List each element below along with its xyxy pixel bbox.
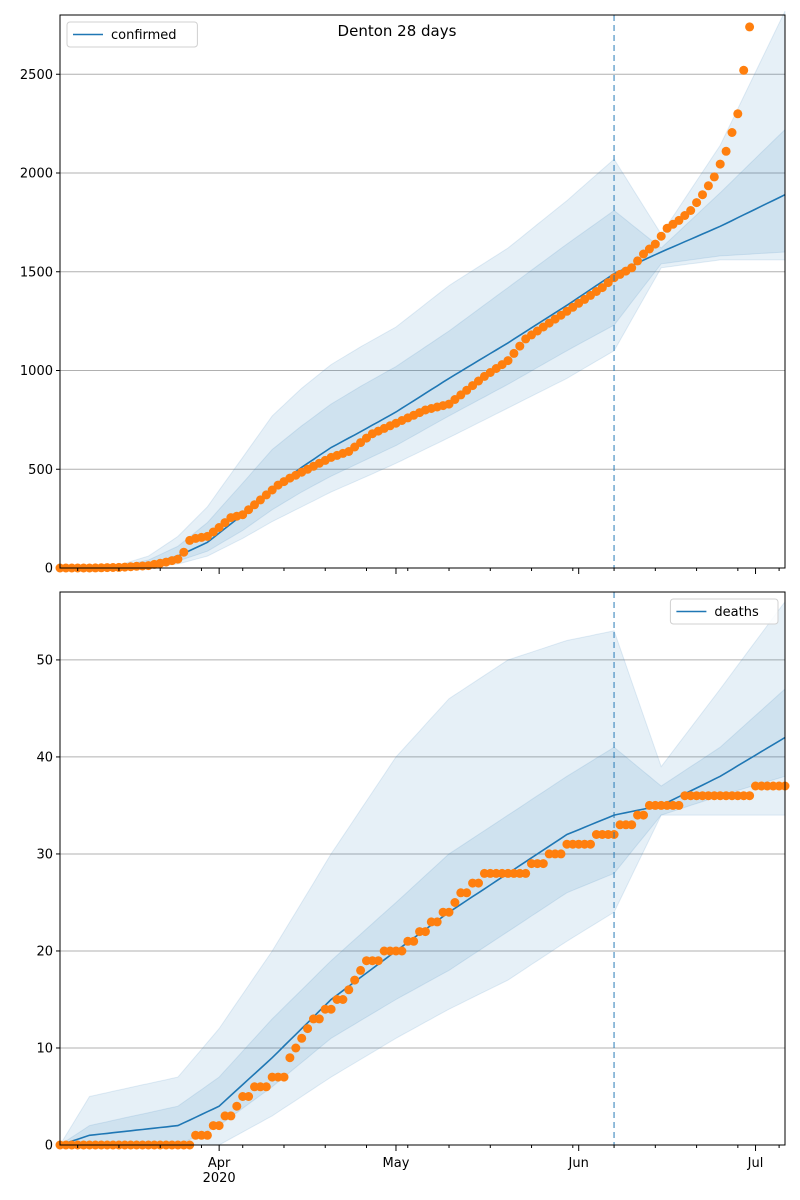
observed-point xyxy=(350,975,360,985)
observed-point xyxy=(250,500,259,510)
observed-point xyxy=(650,239,660,249)
observed-point xyxy=(715,159,725,169)
observed-point xyxy=(680,211,690,220)
observed-point xyxy=(314,1014,324,1024)
observed-point xyxy=(232,1101,242,1111)
observed-point xyxy=(639,249,648,259)
observed-point xyxy=(644,244,654,254)
observed-point xyxy=(214,523,224,532)
observed-point xyxy=(444,907,454,917)
y-tick-label: 1000 xyxy=(20,364,53,379)
observed-point xyxy=(303,1024,313,1034)
observed-point xyxy=(515,341,525,351)
observed-point xyxy=(586,839,595,849)
confidence-band xyxy=(59,128,786,569)
observed-point xyxy=(409,936,419,946)
observed-point xyxy=(344,985,354,995)
observed-point xyxy=(173,554,183,564)
observed-point xyxy=(297,1033,307,1043)
observed-point xyxy=(450,898,460,907)
observed-point xyxy=(267,485,277,495)
observed-point xyxy=(509,348,519,358)
observed-point xyxy=(721,146,731,156)
observed-point xyxy=(244,505,254,515)
observed-point xyxy=(420,927,430,937)
y-tick-label: 40 xyxy=(36,750,53,765)
observed-point xyxy=(291,1043,301,1053)
observed-point xyxy=(202,1130,212,1140)
x-tick-label: Jun xyxy=(568,1156,589,1171)
y-tick-label: 500 xyxy=(28,463,53,478)
observed-point xyxy=(709,172,719,182)
observed-point xyxy=(244,1092,254,1101)
observed-point xyxy=(739,65,749,75)
observed-point xyxy=(226,1111,236,1121)
observed-point xyxy=(597,283,607,293)
observed-point xyxy=(521,868,531,878)
observed-point xyxy=(745,22,755,32)
top-chart-confirmed: 0 500 1000 1500 2000 2500 confirmed xyxy=(20,10,786,577)
legend-box xyxy=(669,598,779,625)
y-tick-label: 30 xyxy=(36,847,53,862)
observed-point xyxy=(261,490,271,500)
observed-point xyxy=(338,995,348,1004)
x-tick-sublabel: 2020 xyxy=(203,1171,236,1186)
observed-point xyxy=(745,791,755,801)
legend-label: confirmed xyxy=(111,28,177,43)
confidence-band xyxy=(59,600,786,1146)
y-tick-label: 1500 xyxy=(20,265,53,280)
observed-point xyxy=(179,547,189,557)
y-tick-label: 2500 xyxy=(20,68,53,83)
observed-point xyxy=(556,849,566,859)
axes-frame xyxy=(59,14,786,569)
observed-point xyxy=(220,518,230,528)
observed-point xyxy=(656,231,666,241)
observed-point xyxy=(462,888,472,898)
x-tick-label: May xyxy=(383,1156,410,1171)
axes-frame xyxy=(59,591,786,1146)
observed-point xyxy=(627,820,637,830)
chart-title: Denton 28 days xyxy=(338,22,457,40)
y-tick-label: 0 xyxy=(45,562,53,577)
observed-point xyxy=(733,109,743,119)
observed-point xyxy=(727,128,737,137)
observed-point xyxy=(373,956,383,966)
observed-point xyxy=(326,1004,336,1014)
observed-point xyxy=(397,946,407,956)
observed-point xyxy=(503,356,513,366)
y-tick-label: 0 xyxy=(45,1139,53,1154)
observed-point xyxy=(603,278,613,288)
legend-label: deaths xyxy=(714,605,759,620)
y-tick-label: 2000 xyxy=(20,167,53,182)
observed-point xyxy=(474,878,483,888)
y-tick-label: 20 xyxy=(36,944,53,959)
observed-point xyxy=(633,256,643,266)
observed-point xyxy=(698,190,707,200)
observed-point xyxy=(214,1121,224,1131)
x-tick-label: Apr xyxy=(208,1156,231,1171)
observed-point xyxy=(627,263,637,273)
observed-point xyxy=(686,206,696,215)
observed-point xyxy=(279,1072,289,1082)
observed-point xyxy=(255,495,265,505)
observed-point xyxy=(356,965,366,975)
observed-point xyxy=(703,181,713,191)
observed-point xyxy=(674,800,684,810)
observed-point xyxy=(538,859,548,869)
observed-point xyxy=(432,917,442,927)
observed-point xyxy=(639,810,648,820)
confidence-band xyxy=(59,10,786,569)
observed-point xyxy=(285,1053,295,1063)
y-tick-label: 50 xyxy=(36,653,53,668)
observed-point xyxy=(674,215,684,225)
observed-point xyxy=(692,198,702,208)
legend-box xyxy=(66,21,198,48)
observed-point xyxy=(238,510,248,520)
observed-point xyxy=(261,1082,271,1092)
x-tick-label: Jul xyxy=(747,1156,764,1171)
y-tick-label: 10 xyxy=(36,1041,53,1056)
